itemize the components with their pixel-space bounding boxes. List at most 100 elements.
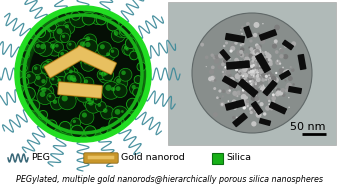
Circle shape bbox=[251, 72, 253, 74]
Circle shape bbox=[262, 62, 264, 64]
Circle shape bbox=[253, 70, 258, 75]
Circle shape bbox=[244, 60, 249, 65]
Circle shape bbox=[40, 44, 45, 49]
Circle shape bbox=[225, 70, 228, 74]
Circle shape bbox=[243, 59, 248, 64]
Circle shape bbox=[282, 67, 284, 68]
Circle shape bbox=[255, 69, 258, 72]
Circle shape bbox=[259, 61, 262, 64]
Circle shape bbox=[282, 109, 286, 113]
Circle shape bbox=[242, 62, 247, 67]
Circle shape bbox=[37, 28, 51, 42]
Circle shape bbox=[252, 60, 254, 63]
Circle shape bbox=[107, 19, 119, 31]
Circle shape bbox=[292, 69, 294, 71]
Circle shape bbox=[243, 77, 245, 80]
Circle shape bbox=[250, 71, 254, 76]
Circle shape bbox=[104, 71, 108, 75]
Circle shape bbox=[39, 31, 44, 36]
Circle shape bbox=[274, 79, 277, 82]
Circle shape bbox=[255, 67, 260, 72]
Circle shape bbox=[279, 68, 284, 74]
Circle shape bbox=[258, 64, 260, 65]
Circle shape bbox=[248, 46, 251, 49]
Circle shape bbox=[41, 79, 46, 84]
Circle shape bbox=[121, 29, 125, 33]
Circle shape bbox=[248, 72, 253, 77]
Circle shape bbox=[69, 70, 73, 73]
Circle shape bbox=[122, 43, 134, 55]
Circle shape bbox=[223, 45, 225, 47]
Circle shape bbox=[250, 61, 255, 66]
Circle shape bbox=[248, 72, 253, 76]
Circle shape bbox=[243, 102, 249, 108]
Circle shape bbox=[60, 33, 70, 43]
Circle shape bbox=[82, 12, 95, 25]
Circle shape bbox=[267, 71, 272, 77]
Circle shape bbox=[254, 80, 258, 85]
Circle shape bbox=[223, 78, 226, 81]
Circle shape bbox=[114, 23, 128, 37]
Circle shape bbox=[250, 61, 253, 64]
Circle shape bbox=[60, 52, 64, 56]
Circle shape bbox=[239, 62, 242, 65]
Circle shape bbox=[260, 82, 263, 85]
Circle shape bbox=[62, 95, 68, 101]
Circle shape bbox=[251, 71, 255, 75]
Circle shape bbox=[251, 96, 256, 101]
Circle shape bbox=[237, 60, 239, 62]
Circle shape bbox=[258, 98, 260, 100]
Circle shape bbox=[255, 96, 259, 101]
FancyBboxPatch shape bbox=[88, 156, 114, 159]
Circle shape bbox=[235, 74, 240, 79]
Circle shape bbox=[104, 50, 115, 61]
Circle shape bbox=[99, 72, 102, 75]
Circle shape bbox=[230, 46, 235, 51]
Circle shape bbox=[234, 63, 236, 64]
Circle shape bbox=[41, 87, 46, 92]
Circle shape bbox=[260, 39, 265, 44]
Circle shape bbox=[111, 29, 125, 42]
Circle shape bbox=[231, 44, 234, 47]
Circle shape bbox=[46, 61, 49, 64]
Circle shape bbox=[260, 84, 264, 88]
Circle shape bbox=[265, 106, 270, 111]
Circle shape bbox=[240, 71, 244, 75]
Circle shape bbox=[47, 41, 63, 56]
Circle shape bbox=[213, 87, 216, 90]
Circle shape bbox=[229, 84, 234, 89]
Circle shape bbox=[267, 93, 269, 95]
Circle shape bbox=[257, 74, 259, 76]
Circle shape bbox=[260, 72, 264, 76]
Circle shape bbox=[291, 68, 295, 72]
Circle shape bbox=[230, 43, 235, 47]
Circle shape bbox=[254, 81, 257, 84]
FancyBboxPatch shape bbox=[74, 46, 117, 74]
Circle shape bbox=[109, 85, 121, 97]
Circle shape bbox=[251, 70, 255, 75]
FancyBboxPatch shape bbox=[45, 47, 85, 77]
Circle shape bbox=[254, 80, 259, 85]
Circle shape bbox=[247, 94, 250, 96]
Circle shape bbox=[285, 89, 288, 93]
Circle shape bbox=[266, 66, 268, 67]
Circle shape bbox=[257, 76, 260, 79]
Circle shape bbox=[243, 89, 248, 94]
Circle shape bbox=[271, 84, 272, 86]
Circle shape bbox=[266, 53, 272, 59]
Circle shape bbox=[250, 70, 253, 73]
FancyBboxPatch shape bbox=[288, 86, 302, 94]
Circle shape bbox=[251, 73, 253, 75]
Circle shape bbox=[81, 57, 85, 60]
Circle shape bbox=[253, 77, 255, 79]
Circle shape bbox=[234, 93, 238, 97]
Circle shape bbox=[63, 83, 75, 95]
Circle shape bbox=[82, 85, 85, 88]
FancyBboxPatch shape bbox=[225, 33, 245, 43]
Circle shape bbox=[290, 66, 292, 68]
Circle shape bbox=[57, 78, 61, 82]
Circle shape bbox=[272, 43, 277, 49]
Circle shape bbox=[243, 57, 244, 59]
Circle shape bbox=[236, 91, 241, 95]
Circle shape bbox=[54, 25, 71, 43]
